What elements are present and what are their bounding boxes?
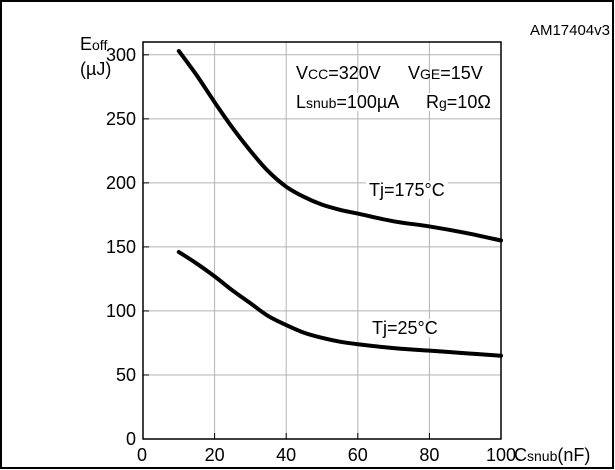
y-tick-label: 300 <box>106 45 136 65</box>
y-axis-unit: (µJ) <box>80 59 111 79</box>
y-tick-label: 250 <box>106 109 136 129</box>
series-label-tj175: Tj=175°C <box>369 180 445 200</box>
condition-label: VGE=15V <box>408 63 483 83</box>
y-tick-label: 150 <box>106 237 136 257</box>
label-background <box>295 93 401 111</box>
series-lines <box>176 48 503 358</box>
y-tick-label: 0 <box>126 429 136 449</box>
y-tick-label: 50 <box>116 365 136 385</box>
x-tick-label: 0 <box>137 445 147 465</box>
label-background <box>425 93 492 111</box>
x-tick-label: 40 <box>276 445 296 465</box>
axis-ticks: 0 20 40 60 80 100 0 50 100 150 200 250 300 <box>106 45 516 465</box>
condition-label: VCC=320V <box>296 63 381 83</box>
series-label-tj25: Tj=25°C <box>372 318 438 338</box>
condition-label: Rg=10Ω <box>426 92 491 112</box>
grid <box>143 42 501 439</box>
y-tick-label: 200 <box>106 173 136 193</box>
condition-label: Lsnub=100µA <box>296 92 399 112</box>
y-axis-label: Eoff <box>80 34 107 54</box>
x-tick-label: 100 <box>486 445 516 465</box>
x-tick-label: 60 <box>348 445 368 465</box>
x-tick-label: 20 <box>205 445 225 465</box>
x-tick-label: 80 <box>419 445 439 465</box>
y-tick-label: 100 <box>106 301 136 321</box>
x-axis-label: Csnub(nF) <box>514 445 590 465</box>
annotations: Eoff (µJ) Csnub(nF) VCC=320V VGE=15V Lsnub=10… <box>80 34 590 465</box>
label-background <box>369 319 441 337</box>
series-line-tj175 <box>176 48 503 243</box>
label-background <box>366 181 448 199</box>
series-line-tj25 <box>176 250 503 358</box>
figure-id: AM17404v3 <box>530 22 610 39</box>
